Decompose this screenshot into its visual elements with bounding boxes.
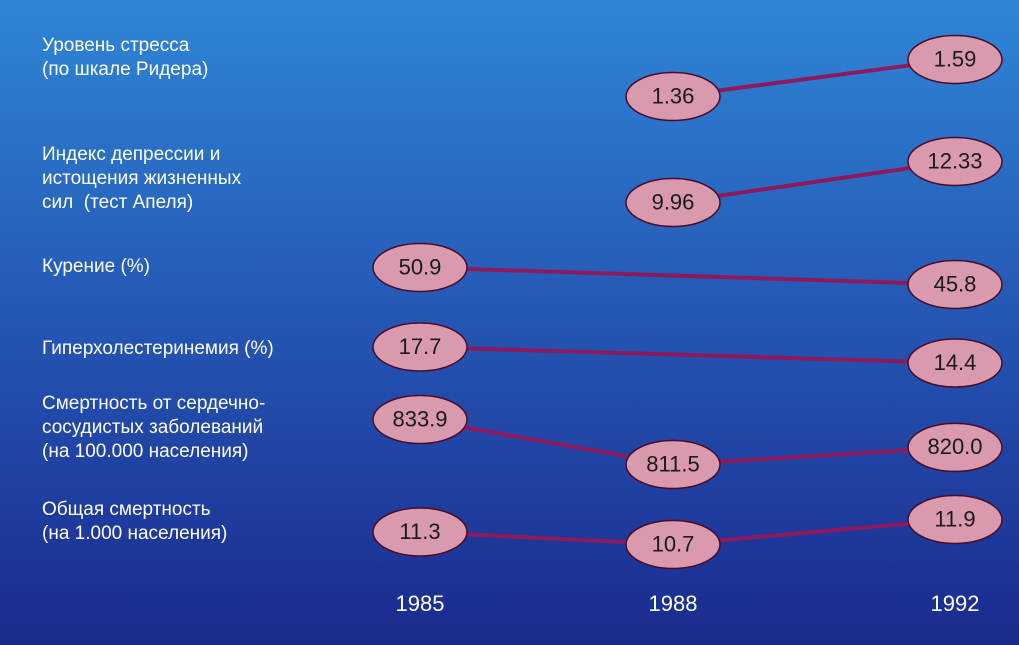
value-label: 11.9 bbox=[934, 506, 975, 531]
value-label: 9.96 bbox=[652, 189, 695, 214]
x-tick-label: 1992 bbox=[931, 591, 980, 616]
marker bbox=[372, 322, 468, 372]
value-label: 50.9 bbox=[399, 254, 442, 279]
line bbox=[672, 57, 956, 99]
value-label: 12.33 bbox=[927, 148, 982, 173]
marker bbox=[625, 71, 721, 122]
row-label: Индекс депрессии и истощения жизненных с… bbox=[42, 144, 242, 213]
marker bbox=[625, 177, 721, 228]
marker bbox=[907, 422, 1003, 473]
line bbox=[419, 345, 956, 365]
marker bbox=[907, 494, 1003, 545]
marker bbox=[907, 259, 1003, 310]
x-tick-label: 1988 bbox=[649, 591, 698, 616]
line bbox=[419, 265, 956, 287]
marker bbox=[372, 242, 468, 293]
row-label: Уровень стресса (по шкале Ридера) bbox=[42, 35, 209, 80]
marker bbox=[372, 507, 468, 557]
line bbox=[672, 159, 956, 205]
value-label: 10.7 bbox=[652, 531, 695, 556]
marker bbox=[907, 34, 1003, 85]
row-label: Курение (%) bbox=[42, 256, 150, 277]
value-label: 14.4 bbox=[934, 350, 977, 375]
marker bbox=[625, 439, 721, 490]
marker bbox=[907, 338, 1003, 388]
value-label: 45.8 bbox=[934, 271, 977, 296]
x-tick-label: 1985 bbox=[396, 591, 445, 616]
value-label: 11.3 bbox=[399, 519, 440, 544]
marker bbox=[625, 519, 721, 570]
value-label: 833.9 bbox=[392, 406, 447, 431]
row-label: Смертность от сердечно- сосудистых забол… bbox=[42, 393, 266, 462]
row-label: Общая смертность (на 1.000 населения) bbox=[42, 499, 228, 544]
marker bbox=[372, 394, 468, 445]
value-label: 811.5 bbox=[646, 451, 699, 476]
row-label: Гиперхолестеринемия (%) bbox=[42, 338, 274, 359]
value-label: 17.7 bbox=[399, 334, 442, 359]
marker bbox=[907, 136, 1003, 187]
value-label: 1.59 bbox=[934, 46, 977, 71]
value-label: 1.36 bbox=[652, 83, 695, 108]
value-label: 820.0 bbox=[927, 434, 982, 459]
